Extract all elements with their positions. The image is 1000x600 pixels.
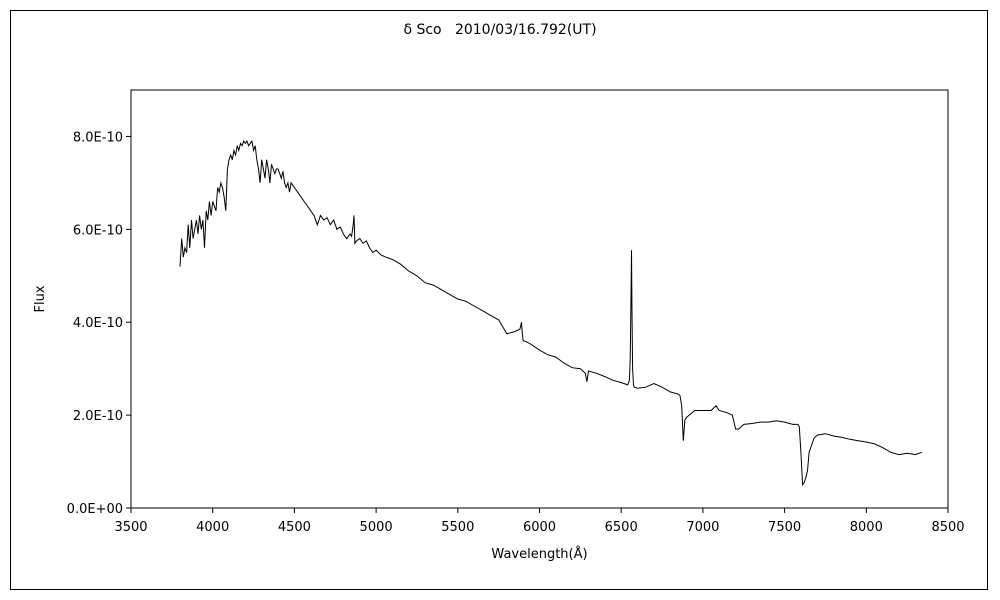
- x-tick-label: 8000: [850, 520, 883, 535]
- chart-frame: [10, 10, 988, 590]
- y-tick-label: 0.0E+00: [67, 502, 123, 517]
- y-tick-label: 4.0E-10: [73, 316, 123, 331]
- x-axis-label: Wavelength(Å): [491, 546, 587, 562]
- x-tick-label: 7000: [686, 520, 719, 535]
- chart-title: δ Sco 2010/03/16.792(UT): [403, 22, 597, 38]
- y-axis-label: Flux: [33, 285, 48, 312]
- x-tick-label: 7500: [768, 520, 801, 535]
- x-tick-label: 8500: [931, 520, 964, 535]
- x-tick-label: 4500: [278, 520, 311, 535]
- y-tick-label: 2.0E-10: [73, 409, 123, 424]
- x-tick-label: 4000: [196, 520, 229, 535]
- x-tick-label: 3500: [114, 520, 147, 535]
- y-tick-label: 6.0E-10: [73, 223, 123, 238]
- plot-area: [130, 89, 949, 509]
- x-tick-label: 6500: [605, 520, 638, 535]
- y-tick-label: 8.0E-10: [73, 130, 123, 145]
- x-tick-label: 6000: [523, 520, 556, 535]
- x-tick-label: 5500: [441, 520, 474, 535]
- x-tick-label: 5000: [360, 520, 393, 535]
- x-axis-ticks: 3500 4000 4500 5000 5500 6000 6500 7000 7500 8000…: [114, 508, 965, 535]
- spectrum-series-line: [179, 139, 923, 487]
- y-axis-ticks: 0.0E+00 2.0E-10 4.0E-10 6.0E-10 8.0E-10: [67, 130, 131, 517]
